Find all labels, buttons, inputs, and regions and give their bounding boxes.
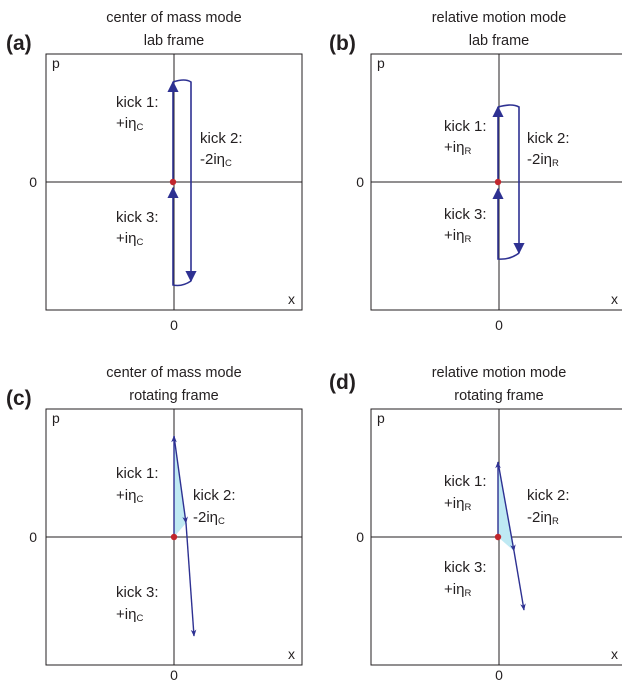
p-zero-label: 0 (356, 529, 364, 545)
origin-dot (169, 178, 177, 186)
panel-letter: (a) (6, 32, 32, 55)
kick-1-label: kick 1: (444, 473, 487, 490)
kick-3-label: kick 3: (444, 206, 487, 223)
kick-3-arrow (185, 522, 197, 637)
panel-title-line1: center of mass mode (106, 10, 241, 26)
kick-2-value: -2iηR (527, 509, 559, 527)
kick-1-value: +iηR (444, 495, 471, 513)
kick-3-label: kick 3: (116, 209, 159, 226)
x-axis-label: x (288, 291, 295, 307)
p-zero-label: 0 (29, 174, 37, 190)
panel-a: (a) center of mass mode lab frame p x 0 … (6, 10, 303, 333)
p-axis-label: p (52, 410, 60, 426)
x-zero-label: 0 (495, 667, 503, 683)
kick-2-value: -2iηC (193, 509, 225, 527)
kick-2-label: kick 2: (527, 130, 570, 147)
panel-title-line2: lab frame (144, 33, 204, 49)
kick-2-arrow (173, 435, 188, 524)
x-axis-label: x (288, 646, 295, 662)
panel-d: (d) relative motion mode rotating frame … (329, 365, 622, 683)
kick-2-label: kick 2: (193, 487, 236, 504)
kick-2-arrow (497, 104, 525, 255)
panel-letter: (b) (329, 32, 356, 55)
kick-1-value: +iηC (116, 115, 143, 133)
x-axis-label: x (611, 291, 618, 307)
p-axis-label: p (377, 55, 385, 71)
kick-3-arrow (513, 550, 526, 611)
kick-3-arrow (167, 186, 192, 287)
kick-2-label: kick 2: (200, 130, 243, 147)
panel-title-line2: rotating frame (454, 388, 543, 404)
kick-3-label: kick 3: (444, 559, 487, 576)
p-axis-label: p (377, 410, 385, 426)
kick-1-label: kick 1: (116, 465, 159, 482)
kick-3-value: +iηR (444, 227, 471, 245)
kick-3-value: +iηC (116, 606, 143, 624)
panel-c: (c) center of mass mode rotating frame p… (6, 365, 303, 683)
p-axis-label: p (52, 55, 60, 71)
origin-dot (494, 178, 502, 186)
kick-3-arrow (492, 187, 520, 260)
origin-dot (170, 533, 178, 541)
x-axis-label: x (611, 646, 618, 662)
panel-title-line1: center of mass mode (106, 365, 241, 381)
kick-3-value: +iηC (116, 230, 143, 248)
kick-2-label: kick 2: (527, 487, 570, 504)
panel-title-line2: rotating frame (129, 388, 218, 404)
x-zero-label: 0 (170, 317, 178, 333)
panel-b: (b) relative motion mode lab frame p x 0… (329, 10, 622, 333)
kick-2-value: -2iηC (200, 151, 232, 169)
kick-1-label: kick 1: (444, 118, 487, 135)
kick-2-arrow (497, 461, 516, 552)
x-zero-label: 0 (495, 317, 503, 333)
panel-title-line1: relative motion mode (432, 10, 567, 26)
panel-letter: (d) (329, 371, 356, 394)
kick-2-arrow (172, 79, 197, 283)
panel-letter: (c) (6, 387, 32, 410)
kick-3-value: +iηR (444, 581, 471, 599)
p-zero-label: 0 (29, 529, 37, 545)
kick-1-value: +iηC (116, 487, 143, 505)
x-zero-label: 0 (170, 667, 178, 683)
panel-title-line2: lab frame (469, 33, 529, 49)
origin-dot (494, 533, 502, 541)
panel-title-line1: relative motion mode (432, 365, 567, 381)
p-zero-label: 0 (356, 174, 364, 190)
kick-3-label: kick 3: (116, 584, 159, 601)
kick-1-label: kick 1: (116, 94, 159, 111)
kick-2-value: -2iηR (527, 151, 559, 169)
kick-1-value: +iηR (444, 139, 471, 157)
